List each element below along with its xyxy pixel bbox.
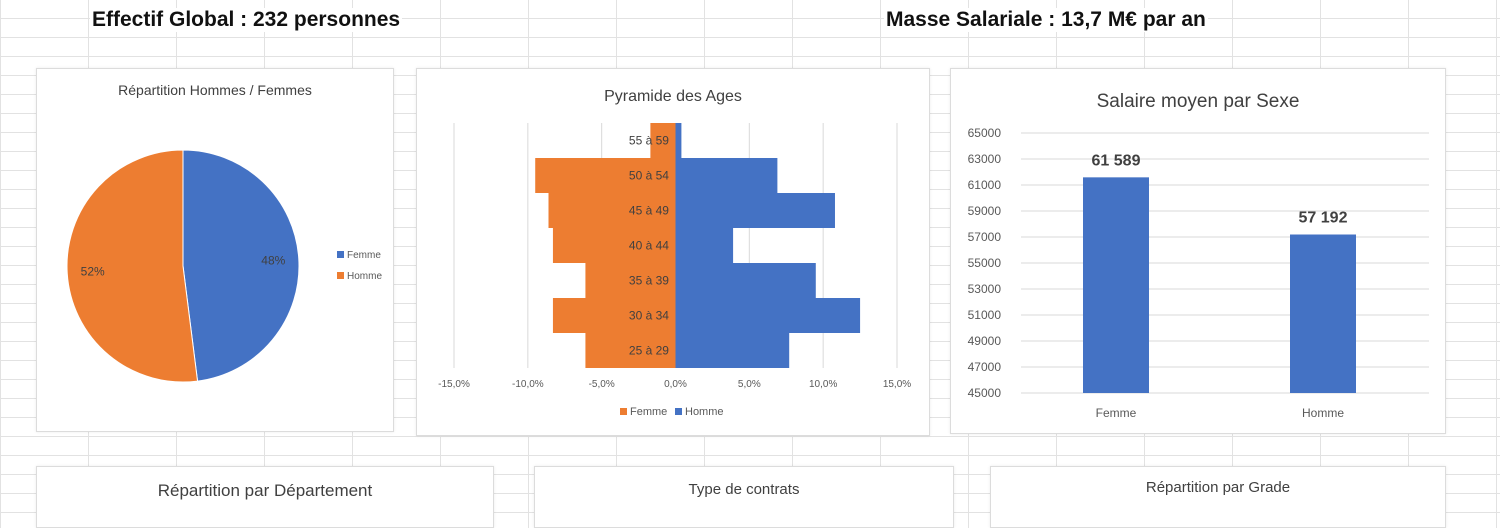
- pyramid-bar-femme: [552, 298, 676, 333]
- pyramid-bar-homme: [675, 263, 816, 298]
- salary-bar-femme: [1083, 177, 1149, 393]
- pyramid-tick-label: 5,0%: [738, 379, 761, 390]
- grade-chart-title: Répartition par Grade: [1145, 479, 1291, 496]
- legend-label-homme: Homme: [347, 271, 382, 282]
- salary-tick-label: 59000: [968, 204, 1002, 218]
- pyramid-tick-label: -10,0%: [512, 379, 544, 390]
- pie-slice-femme: [182, 149, 300, 382]
- department-chart-card[interactable]: Répartition par Département: [36, 466, 494, 528]
- contract-chart-card[interactable]: Type de contrats: [534, 466, 954, 528]
- salary-data-label: 61 589: [1092, 152, 1141, 169]
- pyramid-bar-homme: [675, 193, 835, 228]
- pyramid-tick-label: 15,0%: [883, 379, 911, 390]
- salary-tick-label: 53000: [968, 282, 1002, 296]
- pyramid-category-label: 30 à 34: [629, 309, 669, 323]
- pyramid-bar-femme: [585, 333, 676, 368]
- pyramid-bar-femme: [535, 158, 676, 193]
- pyramid-tick-label: 0,0%: [664, 379, 687, 390]
- pyramid-tick-label: -15,0%: [438, 379, 470, 390]
- legend-label-femme: Femme: [630, 406, 667, 418]
- salary-tick-label: 57000: [968, 230, 1002, 244]
- pyramid-bar-femme: [552, 228, 676, 263]
- pyramid-category-label: 25 à 29: [629, 344, 669, 358]
- department-chart-title: Répartition par Département: [157, 481, 373, 500]
- pyramid-bar-homme: [675, 158, 778, 193]
- pyramid-bar-homme: [675, 228, 734, 263]
- pie-data-label: 52%: [81, 265, 105, 279]
- salary-chart-title: Salaire moyen par Sexe: [1097, 91, 1300, 112]
- legend-swatch-homme: [675, 408, 682, 415]
- pyramid-category-label: 45 à 49: [629, 204, 669, 218]
- legend-swatch-homme: [337, 272, 344, 279]
- pie-chart-title: Répartition Hommes / Femmes: [118, 82, 312, 98]
- kpi-effectif-global: Effectif Global : 232 personnes: [90, 8, 403, 32]
- salary-chart: Salaire moyen par Sexe 45000 47000 49000 510…: [968, 91, 1429, 420]
- pie-chart-card[interactable]: Répartition Hommes / Femmes 48% 52% Femme Ho…: [36, 68, 394, 432]
- pyramid-tick-label: 10,0%: [809, 379, 837, 390]
- salary-chart-card[interactable]: Salaire moyen par Sexe 45000 47000 49000 510…: [950, 68, 1446, 434]
- pyramid-bar-homme: [675, 298, 861, 333]
- pyramid-category-label: 55 à 59: [629, 134, 669, 148]
- legend-label-homme: Homme: [685, 406, 724, 418]
- pie-slice-homme: [66, 149, 199, 383]
- pyramid-chart-title: Pyramide des Ages: [604, 88, 742, 105]
- pie-data-label: 48%: [261, 253, 285, 267]
- salary-tick-label: 55000: [968, 256, 1002, 270]
- pyramid-bar-homme: [675, 123, 682, 158]
- salary-category-label: Homme: [1302, 406, 1344, 420]
- legend-swatch-femme: [620, 408, 627, 415]
- salary-tick-label: 45000: [968, 386, 1002, 400]
- kpi-masse-salariale: Masse Salariale : 13,7 M€ par an: [884, 8, 1208, 32]
- pyramid-tick-label: -5,0%: [589, 379, 615, 390]
- pyramid-category-label: 50 à 54: [629, 169, 669, 183]
- salary-tick-label: 47000: [968, 360, 1002, 374]
- salary-category-label: Femme: [1096, 406, 1137, 420]
- pyramid-bar-femme: [650, 123, 676, 158]
- pie-chart: Répartition Hommes / Femmes 48% 52% Femme Ho…: [66, 82, 382, 383]
- pyramid-bar-femme: [585, 263, 676, 298]
- age-pyramid-card[interactable]: Pyramide des Ages -15,0% -10,0% -5,0% 0,0% 5,…: [416, 68, 930, 436]
- legend-label-femme: Femme: [347, 250, 381, 261]
- pyramid-bar-homme: [675, 333, 790, 368]
- legend-swatch-femme: [337, 251, 344, 258]
- salary-tick-label: 63000: [968, 152, 1002, 166]
- contract-chart-title: Type de contrats: [688, 481, 800, 498]
- salary-tick-label: 49000: [968, 334, 1002, 348]
- salary-tick-label: 51000: [968, 308, 1002, 322]
- pyramid-category-label: 40 à 44: [629, 239, 669, 253]
- pyramid-bar-femme: [548, 193, 676, 228]
- salary-tick-label: 65000: [968, 126, 1002, 140]
- salary-tick-label: 61000: [968, 178, 1002, 192]
- pyramid-category-label: 35 à 39: [629, 274, 669, 288]
- grade-chart-card[interactable]: Répartition par Grade: [990, 466, 1446, 528]
- salary-bar-homme: [1290, 234, 1356, 393]
- salary-data-label: 57 192: [1299, 210, 1348, 227]
- age-pyramid-chart: Pyramide des Ages -15,0% -10,0% -5,0% 0,0% 5,…: [438, 88, 911, 418]
